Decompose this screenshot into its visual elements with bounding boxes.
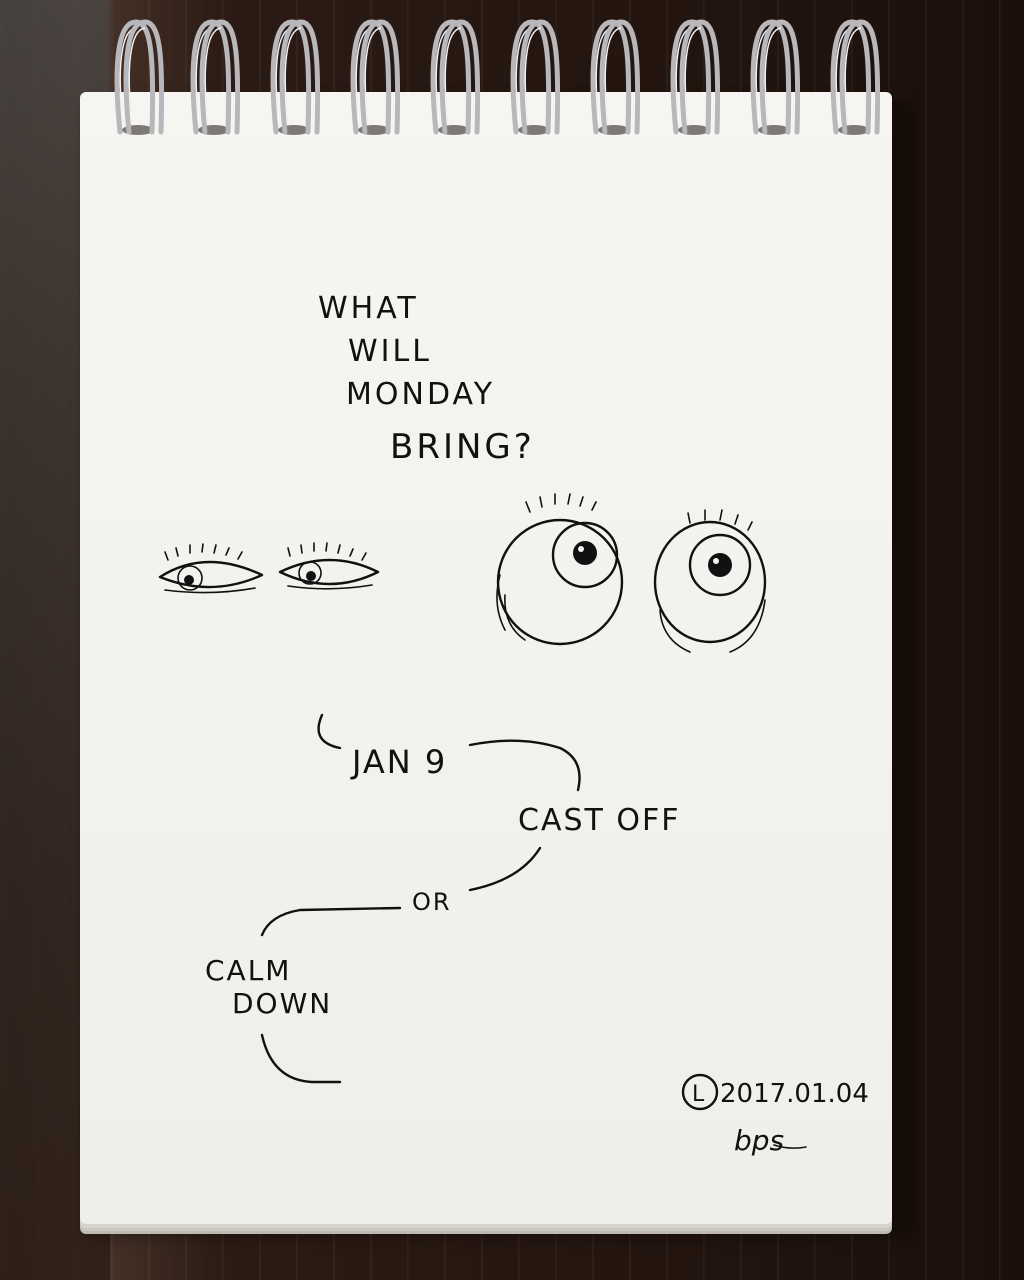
option-cast-off: CAST OFF xyxy=(518,803,681,838)
signature-icon: bps xyxy=(734,1124,807,1157)
signature-text: bps xyxy=(734,1124,784,1157)
date-label: JAN 9 xyxy=(350,743,447,781)
question-line-2: WILL xyxy=(348,334,432,369)
spiral-ring-icon xyxy=(350,19,400,135)
spiral-ring-icon xyxy=(270,19,320,135)
date-stamp-text: 2017.01.04 xyxy=(720,1079,869,1109)
branch-lines xyxy=(260,739,581,1084)
notebook-page xyxy=(80,92,892,1224)
question-line-3: MONDAY xyxy=(346,377,495,412)
question-text: WHAT WILL MONDAY BRING? xyxy=(318,291,535,467)
spiral-ring-icon xyxy=(430,19,480,135)
option-calm-line-1: CALM xyxy=(205,954,291,987)
spiral-ring-icon xyxy=(510,19,560,135)
spiral-ring-icon xyxy=(670,19,720,135)
wide-eyes-icon xyxy=(496,493,767,653)
spiral-ring-icon xyxy=(190,19,240,135)
spiral-ring-icon xyxy=(114,19,164,135)
date-stamp: L 2017.01.04 xyxy=(681,1073,869,1111)
question-line-1: WHAT xyxy=(318,291,419,326)
stamp-letter: L xyxy=(692,1082,705,1107)
spiral-ring-icon xyxy=(750,19,800,135)
side-glance-eyes-icon xyxy=(158,542,380,594)
connector-or: OR xyxy=(412,888,452,916)
spiral-ring-icon xyxy=(830,19,880,135)
spiral-ring-icon xyxy=(590,19,640,135)
option-calm-line-2: DOWN xyxy=(232,987,332,1020)
date-label-group: JAN 9 xyxy=(317,713,447,781)
question-line-4: BRING? xyxy=(390,427,535,467)
